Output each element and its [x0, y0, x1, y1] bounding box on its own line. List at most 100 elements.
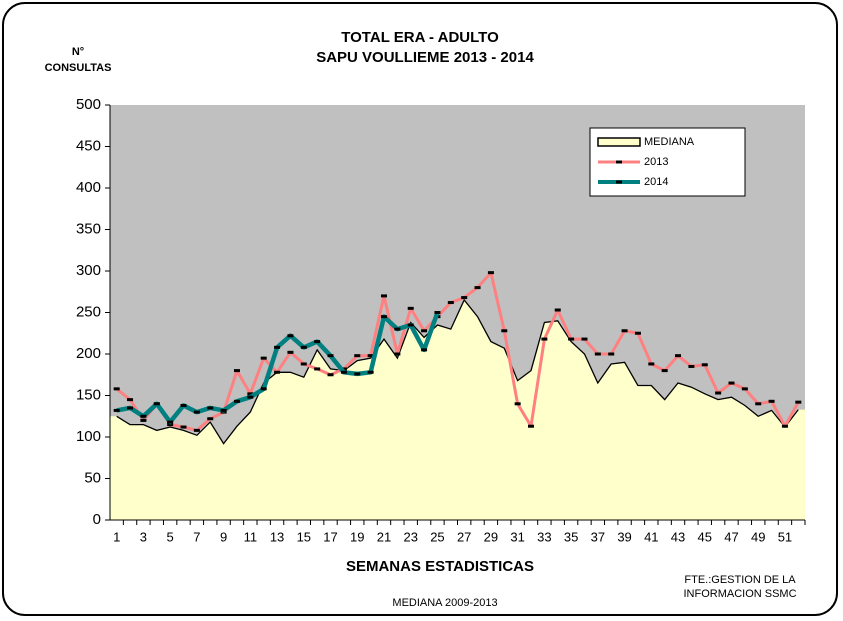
marker: [407, 306, 414, 310]
marker: [581, 337, 588, 341]
x-tick-label: 13: [270, 529, 284, 544]
marker: [675, 354, 682, 358]
marker: [180, 403, 187, 407]
marker: [394, 352, 401, 356]
source: FTE.:GESTION DE LA: [684, 574, 796, 586]
marker: [167, 423, 174, 427]
x-tick-label: 5: [167, 529, 174, 544]
marker: [207, 417, 214, 421]
marker: [421, 329, 428, 333]
marker: [380, 294, 387, 298]
marker: [768, 399, 775, 403]
marker: [728, 381, 735, 385]
marker: [421, 348, 428, 352]
marker: [528, 424, 535, 428]
marker: [367, 354, 374, 358]
marker: [207, 406, 214, 410]
y-axis-label: CONSULTAS: [45, 62, 112, 74]
x-tick-label: 21: [377, 529, 391, 544]
y-tick-label: 200: [76, 345, 101, 362]
x-tick-label: 37: [591, 529, 605, 544]
marker: [193, 410, 200, 414]
x-tick-label: 31: [510, 529, 524, 544]
x-tick-label: 41: [644, 529, 658, 544]
marker: [621, 329, 628, 333]
marker: [247, 392, 254, 396]
marker: [167, 420, 174, 424]
y-tick-label: 50: [84, 469, 101, 486]
x-tick-label: 29: [484, 529, 498, 544]
marker: [340, 370, 347, 374]
x-tick-label: 3: [140, 529, 147, 544]
marker: [220, 408, 227, 412]
marker: [394, 327, 401, 331]
marker: [648, 362, 655, 366]
x-tick-label: 33: [537, 529, 551, 544]
marker: [314, 340, 321, 344]
marker: [634, 331, 641, 335]
marker: [407, 323, 414, 327]
marker: [153, 402, 160, 406]
x-tick-label: 47: [724, 529, 738, 544]
marker: [274, 370, 281, 374]
x-tick-label: 1: [113, 529, 120, 544]
marker: [127, 398, 134, 402]
marker: [688, 364, 695, 368]
marker: [541, 337, 548, 341]
area: [110, 300, 805, 520]
marker: [608, 352, 615, 356]
marker: [140, 418, 147, 422]
chart-title: SAPU VOULLIEME 2013 - 2014: [316, 49, 534, 66]
legend-marker: [616, 160, 622, 164]
marker: [287, 350, 294, 354]
x-tick-label: 11: [244, 529, 258, 544]
marker: [781, 424, 788, 428]
y-tick-label: 100: [76, 428, 101, 445]
x-tick-label: 19: [350, 529, 364, 544]
marker: [274, 345, 281, 349]
marker: [701, 363, 708, 367]
marker: [300, 345, 307, 349]
x-tick-label: 51: [778, 529, 792, 544]
y-tick-label: 500: [76, 96, 101, 113]
marker: [260, 387, 267, 391]
y-tick-label: 0: [93, 511, 101, 528]
chart-title: TOTAL ERA - ADULTO: [341, 29, 499, 46]
marker: [260, 356, 267, 360]
area-line: [116, 298, 799, 445]
marker: [233, 399, 240, 403]
marker: [380, 315, 387, 319]
marker: [287, 334, 294, 338]
marker: [354, 354, 361, 358]
legend-label: MEDIANA: [644, 136, 695, 148]
marker: [113, 408, 120, 412]
legend-marker: [616, 180, 622, 184]
x-axis-label: SEMANAS ESTADISTICAS: [346, 558, 534, 575]
note: MEDIANA 2009-2013: [392, 597, 497, 609]
marker: [327, 373, 334, 377]
marker: [741, 387, 748, 391]
y-axis-label: N°: [72, 46, 84, 58]
marker: [193, 428, 200, 432]
marker: [461, 296, 468, 300]
marker: [447, 301, 454, 305]
marker: [755, 402, 762, 406]
y-tick-label: 450: [76, 137, 101, 154]
legend-swatch: [597, 137, 641, 147]
y-tick-label: 350: [76, 220, 101, 237]
x-tick-label: 25: [430, 529, 444, 544]
marker: [554, 308, 561, 312]
marker: [594, 352, 601, 356]
x-tick-label: 35: [564, 529, 578, 544]
marker: [715, 391, 722, 395]
marker: [180, 425, 187, 429]
marker: [568, 337, 575, 341]
x-tick-label: 17: [323, 529, 337, 544]
marker: [514, 402, 521, 406]
marker: [487, 271, 494, 275]
marker: [314, 367, 321, 371]
marker: [140, 414, 147, 418]
x-tick-label: 45: [698, 529, 712, 544]
